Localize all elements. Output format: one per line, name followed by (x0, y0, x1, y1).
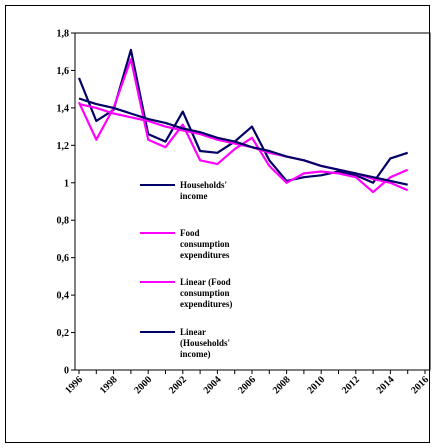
y-tick-label: 0,4 (57, 291, 70, 302)
x-tick-label: 2014 (375, 374, 397, 396)
axes: 0 0,2 0,4 0,6 0,8 1 1,2 1,4 1,6 1,8 1996 1998 2000 20… (57, 29, 432, 397)
series-line-1 (77, 48, 409, 184)
series-line-2 (78, 58, 409, 194)
x-tick-label: 2010 (305, 374, 327, 396)
y-tick-label: 1,6 (57, 66, 70, 77)
legend-label: Linear (180, 327, 206, 337)
y-tick-label: 0,2 (57, 328, 70, 339)
x-tick-label: 2000 (132, 374, 154, 396)
x-tick-label: 1996 (63, 374, 85, 396)
legend-label: consumption (180, 239, 230, 249)
plot-area (74, 32, 431, 371)
legend-label: Food (180, 228, 200, 238)
legend-label: income (180, 191, 208, 201)
x-tick-label: 2002 (167, 374, 189, 396)
y-tick-label: 0 (64, 366, 69, 377)
x-tick-label: 1998 (98, 374, 120, 396)
y-tick-label: 1,4 (57, 103, 70, 114)
legend-label: income) (180, 349, 211, 359)
y-tick-label: 0,6 (57, 253, 70, 264)
x-tick-label: 2016 (409, 374, 431, 396)
x-tick-label: 2004 (202, 374, 224, 396)
y-tick-label: 1,2 (57, 141, 70, 152)
y-tick-label: 0,8 (57, 216, 70, 227)
legend-label: consumption (180, 288, 230, 298)
x-tick-label: 2008 (271, 374, 293, 396)
series-group (77, 48, 409, 194)
x-tick-label: 2012 (340, 374, 362, 396)
x-tick-label: 2006 (236, 374, 258, 396)
legend-label: Households' (180, 180, 227, 190)
legend-label: expenditures (180, 250, 230, 260)
legend: Households'incomeFoodconsumptionexpendit… (140, 180, 232, 359)
legend-label: Linear (Food (180, 277, 231, 287)
y-tick-label: 1 (64, 178, 69, 189)
legend-label: (Households' (180, 338, 230, 348)
series-line-4 (78, 97, 408, 186)
y-tick-label: 1,8 (57, 29, 70, 40)
legend-label: expenditures) (180, 299, 232, 309)
